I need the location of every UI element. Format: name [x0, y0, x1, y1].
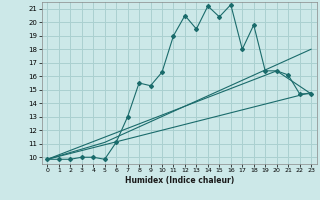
X-axis label: Humidex (Indice chaleur): Humidex (Indice chaleur): [124, 176, 234, 185]
